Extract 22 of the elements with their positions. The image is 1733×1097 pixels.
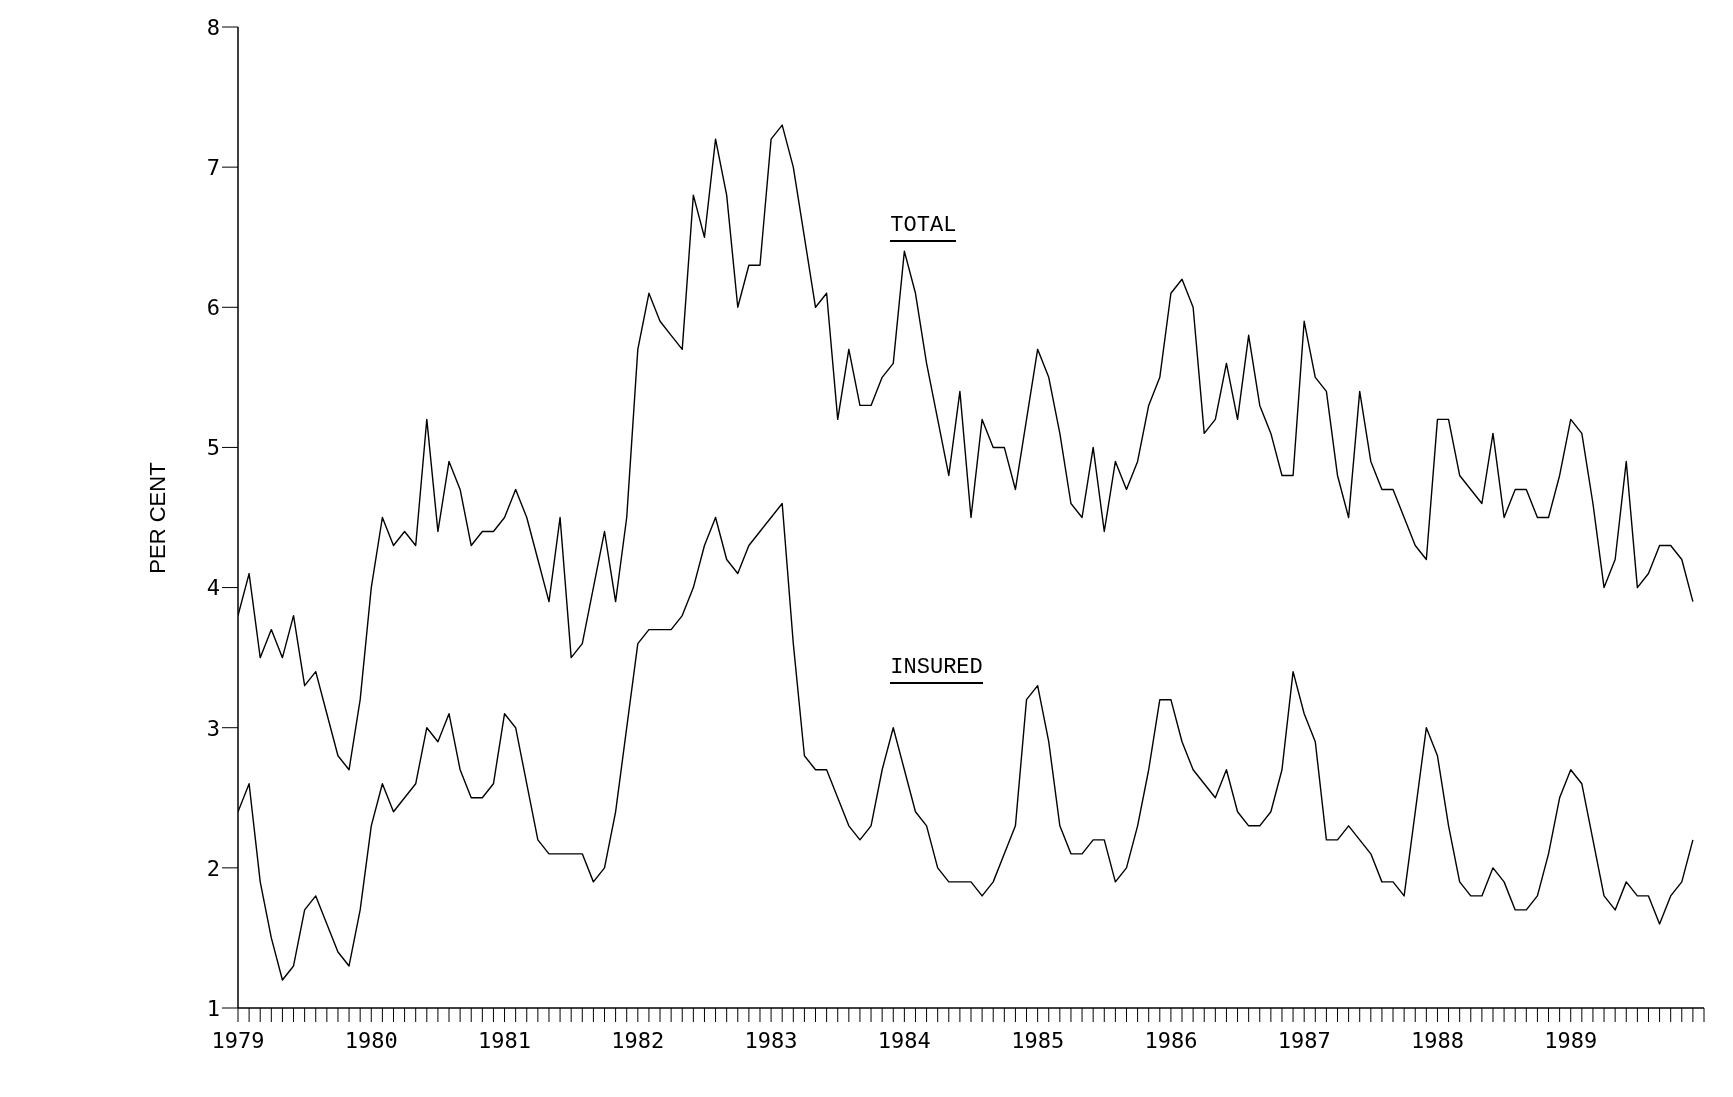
x-tick-label: 1984 [877, 1027, 931, 1053]
y-tick-label: 2 [206, 855, 220, 881]
y-tick-label: 3 [206, 715, 220, 741]
x-tick-label: 1985 [1011, 1027, 1065, 1053]
x-tick-label: 1983 [744, 1027, 798, 1053]
x-tick-label: 1980 [344, 1027, 398, 1053]
x-tick-label: 1979 [211, 1027, 265, 1053]
series-label: TOTAL [890, 213, 957, 243]
y-tick-label: 8 [206, 14, 220, 40]
x-tick-label: 1981 [478, 1027, 532, 1053]
y-tick-label: 7 [206, 154, 220, 180]
y-tick-label: 4 [206, 575, 220, 601]
x-tick-label: 1982 [611, 1027, 665, 1053]
x-tick-label: 1989 [1544, 1027, 1598, 1053]
y-tick-label: 6 [206, 295, 220, 321]
x-tick-label: 1986 [1144, 1027, 1198, 1053]
x-tick-label: 1987 [1277, 1027, 1331, 1053]
text: INSURED [890, 654, 983, 684]
y-tick-label: 5 [206, 435, 220, 461]
y-axis-title: PER CENT [145, 461, 171, 574]
x-tick-label: 1988 [1410, 1027, 1464, 1053]
y-tick-label: 1 [206, 995, 220, 1021]
